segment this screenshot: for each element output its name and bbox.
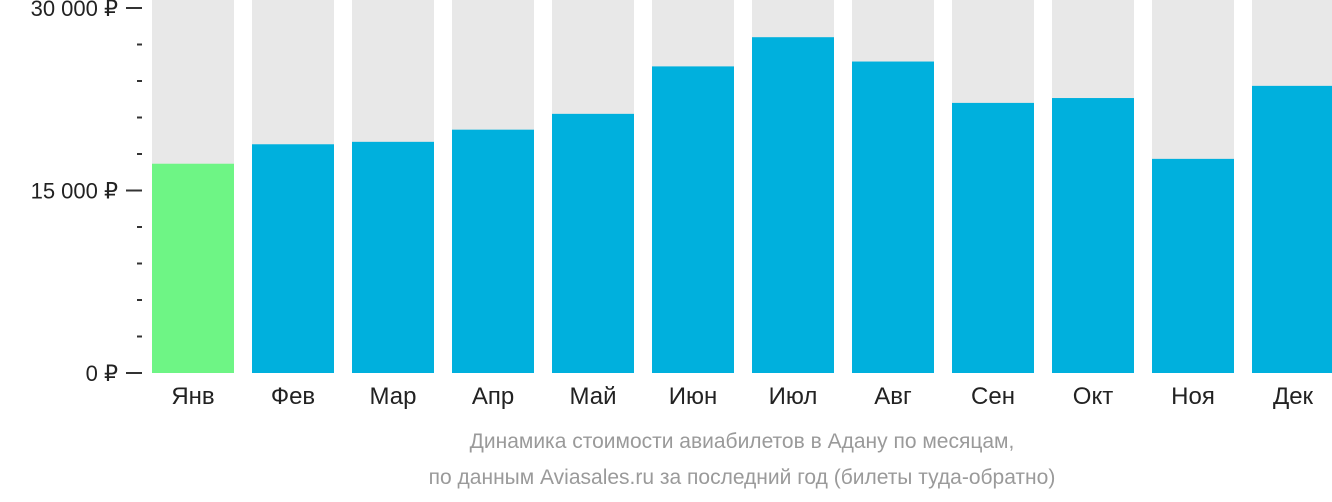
bar-2[interactable]	[252, 144, 334, 373]
price-bar-chart: Янв Фев Мар Апр Май Июн Июл Авг Сен Окт Ноя Дек 0 ₽ 1…	[31, 0, 1332, 410]
x-tick-label-11: Ноя	[1171, 383, 1215, 410]
x-tick-label-6: Июн	[669, 383, 718, 410]
y-tick-label-1: 0 ₽	[86, 361, 118, 386]
bar-11[interactable]	[1152, 158, 1234, 373]
chart-caption-line-1: Динамика стоимости авиабилетов в Адану п…	[469, 430, 1015, 453]
bar-6[interactable]	[652, 66, 734, 374]
bar-8[interactable]	[852, 61, 934, 374]
x-tick-label-5: Май	[569, 383, 616, 410]
bar-10[interactable]	[1052, 98, 1134, 374]
x-tick-label-9: Сен	[971, 383, 1015, 410]
x-tick-label-1: Янв	[171, 383, 214, 410]
x-tick-label-4: Апр	[472, 383, 514, 410]
bar-5[interactable]	[552, 113, 634, 373]
bar-9[interactable]	[952, 102, 1034, 374]
x-tick-label-8: Авг	[874, 383, 912, 410]
y-tick-label-3: 30 000 ₽	[31, 0, 118, 21]
x-tick-label-10: Окт	[1073, 383, 1113, 410]
bar-1[interactable]	[152, 163, 234, 373]
bar-3[interactable]	[352, 141, 434, 373]
bar-7[interactable]	[752, 37, 834, 373]
x-tick-label-12: Дек	[1273, 383, 1314, 410]
y-tick-label-2: 15 000 ₽	[31, 179, 118, 204]
x-tick-label-3: Мар	[370, 383, 417, 410]
x-tick-label-2: Фев	[271, 383, 315, 410]
x-tick-label-7: Июл	[769, 383, 818, 410]
chart-caption-line-2: по данным Aviasales.ru за последний год …	[428, 466, 1056, 489]
bar-4[interactable]	[452, 129, 534, 373]
bar-12[interactable]	[1252, 85, 1332, 373]
